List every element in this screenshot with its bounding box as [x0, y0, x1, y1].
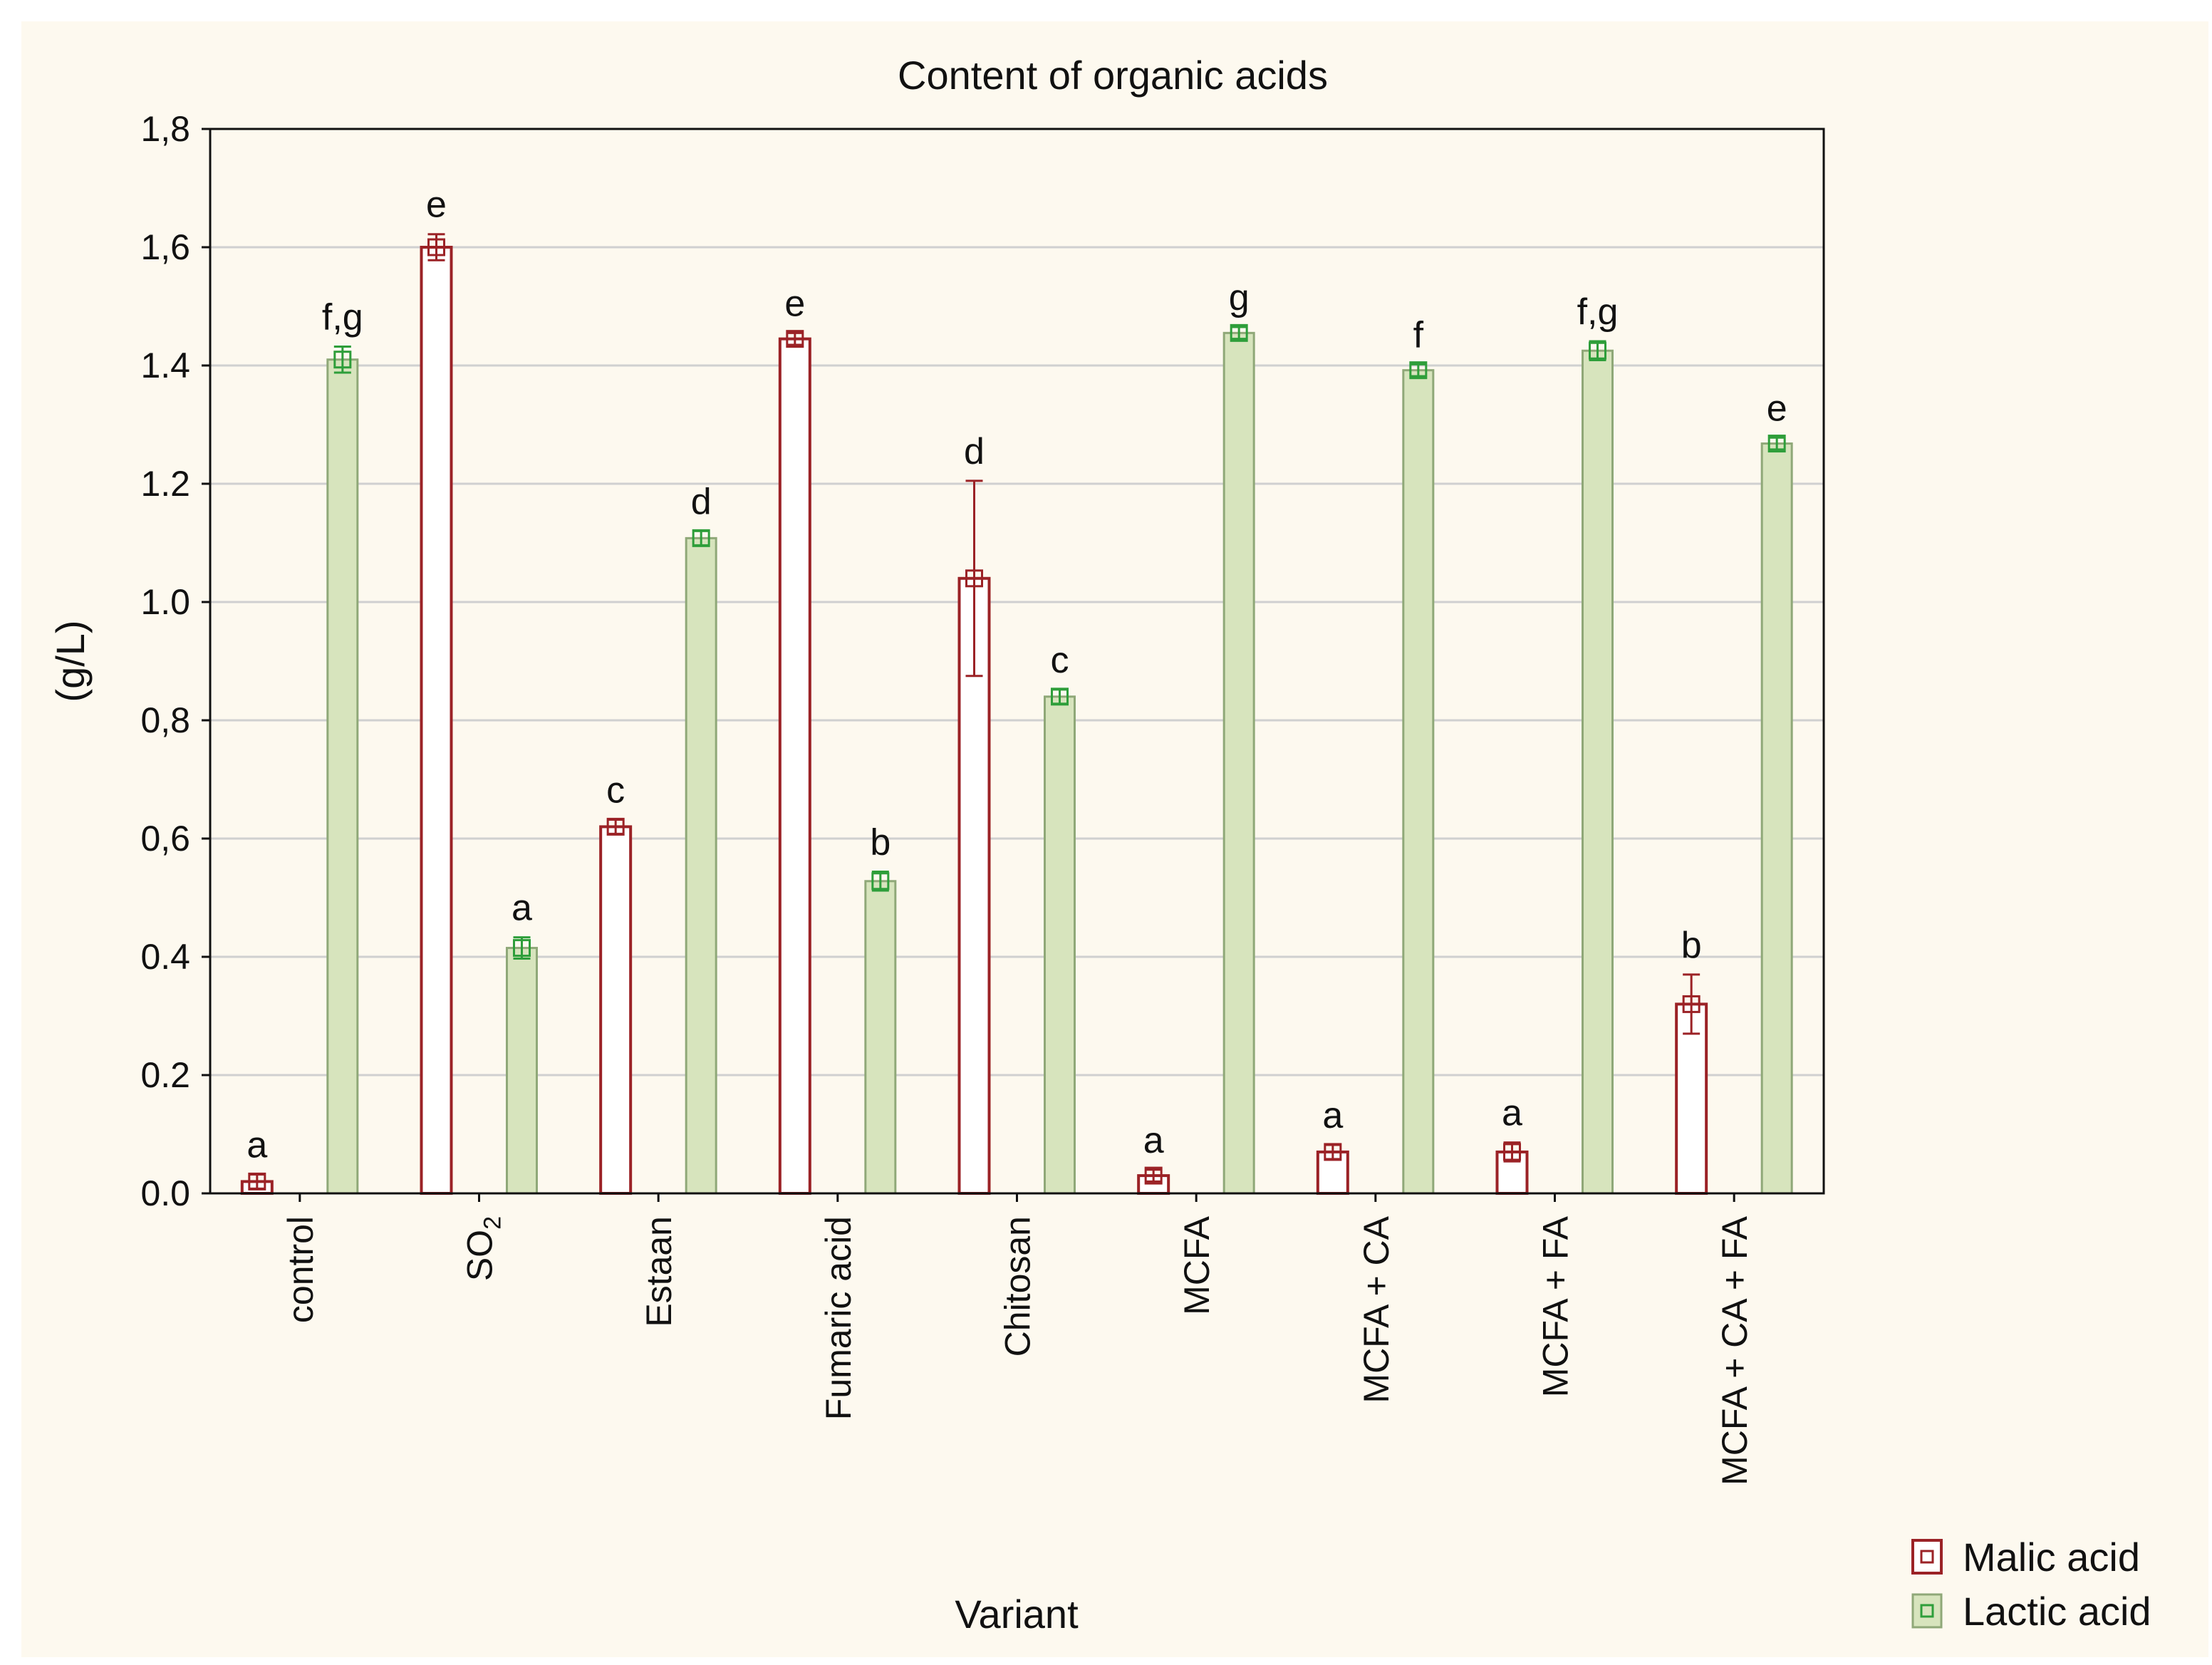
legend-label-malic: Malic acid [1963, 1535, 2140, 1580]
mean-marker-lactic [333, 351, 352, 369]
bar-lactic [326, 358, 359, 1195]
bar-lactic [1582, 349, 1614, 1195]
legend-swatch-lactic [1911, 1593, 1943, 1629]
bar-malic [599, 825, 633, 1195]
mean-marker-malic [427, 238, 445, 256]
significance-label-malic: a [1322, 1095, 1343, 1136]
mean-marker-malic [248, 1172, 266, 1191]
x-tick-label: SO2 [460, 1216, 507, 1281]
x-tick-label: Estaan [639, 1216, 679, 1327]
mean-marker-malic [1682, 995, 1700, 1013]
bar-malic [420, 246, 453, 1195]
significance-label-lactic: a [512, 888, 532, 929]
y-axis-ticks: 0.0 0.2 0.4 0,6 0,8 1.0 1.2 1.4 1,6 1,8 [140, 109, 210, 1213]
x-tick-label: MCFA [1177, 1215, 1217, 1315]
y-axis-title: (g/L) [48, 620, 93, 702]
mean-marker-malic [1324, 1143, 1342, 1161]
significance-label-lactic: f,g [1577, 291, 1619, 333]
mean-marker-lactic [1767, 435, 1786, 453]
significance-label-malic: c [606, 769, 625, 811]
x-tick-label: MCFA + FA [1536, 1215, 1576, 1397]
mean-marker-lactic [513, 939, 531, 958]
mean-marker-malic [606, 817, 625, 836]
mean-marker-malic [786, 330, 804, 348]
y-tick-label: 0.0 [140, 1173, 190, 1213]
significance-label-lactic: b [870, 821, 890, 863]
x-tick-label-text: MCFA + CA + FA [1715, 1215, 1755, 1485]
bar-lactic [685, 536, 717, 1195]
bar-malic [1316, 1150, 1349, 1195]
legend-item-malic: Malic acid [1911, 1535, 2140, 1580]
legend-marker-malic [1920, 1550, 1934, 1564]
bar-lactic [1222, 331, 1255, 1195]
x-tick-label-text: Fumaric acid [819, 1216, 858, 1420]
significance-label-malic: a [246, 1124, 267, 1166]
bar-lactic [1760, 442, 1793, 1195]
bar-malic [957, 576, 991, 1195]
x-tick-label-text: Chitosan [998, 1216, 1038, 1357]
mean-marker-lactic [1589, 341, 1606, 360]
y-tick-label: 1.2 [140, 464, 190, 504]
gridlines [210, 246, 1824, 1077]
x-tick-label-text: MCFA + FA [1536, 1215, 1576, 1397]
bars [240, 233, 1793, 1195]
x-tick-label: Chitosan [998, 1216, 1038, 1357]
significance-label-malic: b [1681, 925, 1702, 966]
mean-marker-lactic [1230, 323, 1248, 342]
x-tick-label-text: control [281, 1216, 321, 1323]
x-tick-label: MCFA + CA + FA [1715, 1215, 1755, 1485]
y-tick-label: 1,8 [140, 109, 190, 149]
y-tick-label: 0,6 [140, 819, 190, 859]
significance-label-lactic: d [691, 481, 712, 522]
significance-label-malic: d [964, 431, 985, 472]
y-tick-label: 1.4 [140, 346, 190, 385]
x-axis-ticks: control SO2 Estaan Fumaric acid Chitosan MCFA… [281, 1193, 1755, 1485]
x-tick-label-text: MCFA [1177, 1215, 1217, 1315]
significance-label-malic: a [1502, 1093, 1522, 1134]
y-tick-label: 1,6 [140, 227, 190, 267]
legend-swatch-malic [1911, 1539, 1943, 1575]
significance-labels: a f,g e a c d e b d c a g a f a f,g b e [246, 185, 1787, 1166]
legend-marker-lactic [1920, 1604, 1934, 1618]
mean-marker-lactic [871, 872, 890, 891]
x-tick-label-text: SO [460, 1230, 500, 1281]
significance-label-lactic: e [1767, 388, 1787, 429]
significance-label-lactic: f,g [322, 296, 363, 338]
significance-label-malic: e [784, 283, 805, 324]
x-axis-title: Variant [955, 1592, 1079, 1637]
mean-marker-lactic [1409, 361, 1428, 380]
bar-lactic [1044, 695, 1076, 1195]
y-tick-label: 1.0 [140, 582, 190, 622]
chart-title: Content of organic acids [898, 53, 1328, 98]
legend: Malic acid Lactic acid [1911, 1535, 2151, 1634]
significance-label-malic: a [1143, 1120, 1164, 1161]
significance-label-lactic: g [1229, 277, 1250, 318]
x-tick-label-text: Estaan [639, 1216, 679, 1327]
bar-lactic [506, 947, 538, 1195]
significance-label-lactic: f [1413, 314, 1424, 356]
x-tick-label-subscript: 2 [479, 1216, 507, 1230]
y-tick-label: 0,8 [140, 700, 190, 740]
y-tick-label: 0.4 [140, 937, 190, 977]
mean-marker-lactic [692, 529, 710, 547]
significance-label-malic: e [426, 185, 447, 226]
legend-label-lactic: Lactic acid [1963, 1589, 2151, 1634]
x-tick-label-text: MCFA + CA [1356, 1215, 1396, 1403]
mean-marker-malic [965, 569, 983, 588]
bar-malic [778, 337, 811, 1195]
mean-marker-lactic [1051, 688, 1069, 706]
legend-item-lactic: Lactic acid [1911, 1589, 2151, 1634]
significance-label-lactic: c [1051, 640, 1069, 681]
x-tick-label: MCFA + CA [1356, 1215, 1396, 1403]
x-tick-label: Fumaric acid [819, 1216, 858, 1420]
mean-marker-malic [1503, 1143, 1521, 1161]
mean-marker-malic [1144, 1166, 1163, 1185]
x-tick-label: control [281, 1216, 321, 1323]
y-tick-label: 0.2 [140, 1055, 190, 1095]
bar-lactic [864, 880, 897, 1195]
bar-lactic [1402, 369, 1435, 1195]
